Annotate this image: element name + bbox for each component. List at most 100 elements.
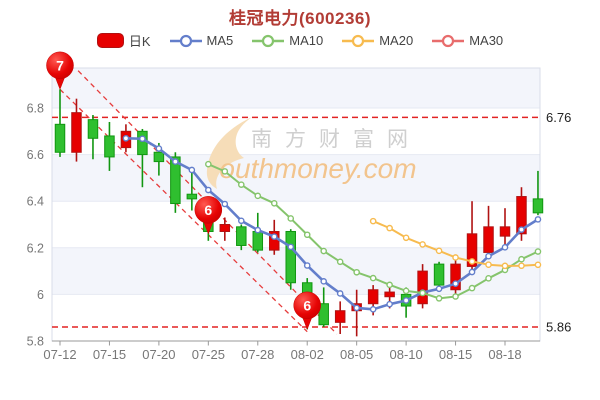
ma-legend-marker: [432, 34, 465, 47]
ma10-marker: [485, 275, 492, 282]
candle: [285, 229, 296, 290]
legend-item-MA20[interactable]: MA20: [342, 33, 413, 48]
ma5-marker: [205, 186, 212, 194]
ma-legend-marker: [252, 34, 285, 47]
candle: [219, 217, 231, 241]
ma10-marker: [336, 258, 344, 266]
candle-body: [87, 119, 99, 139]
ma10-marker: [205, 160, 212, 168]
ma20-marker: [419, 241, 426, 248]
grid-stripe: [52, 68, 540, 108]
ma5-marker: [303, 262, 311, 269]
candle: [54, 89, 66, 157]
x-axis-tick-label: 08-15: [439, 347, 472, 362]
x-axis-tick-label: 08-18: [488, 347, 521, 362]
ma10-marker: [221, 168, 229, 175]
ma5-marker: [452, 280, 459, 287]
ma20-line: [369, 217, 542, 270]
x-axis-tick-label: 07-20: [142, 347, 175, 362]
legend-label: MA5: [206, 33, 234, 48]
candle-body: [417, 270, 428, 305]
candle-body: [219, 224, 231, 232]
candle-body: [367, 289, 379, 305]
marker-label: 6: [303, 297, 311, 313]
ma10-marker: [287, 215, 295, 222]
signal-marker-7: 7: [46, 51, 74, 91]
candle-body: [532, 198, 544, 214]
ma20-marker: [534, 261, 542, 269]
y-axis-tick-label: 6.6: [27, 148, 44, 162]
ma10-marker: [320, 247, 328, 255]
marker-bubble: [46, 51, 74, 80]
x-axis-tick-label: 08-02: [291, 347, 324, 362]
signal-marker-6: 6: [194, 196, 223, 235]
ma5-line: [122, 134, 542, 313]
candle: [186, 168, 198, 211]
ma10-marker: [452, 293, 459, 300]
ma10-marker: [369, 274, 377, 282]
ma5-marker: [501, 244, 509, 251]
candle-legend-swatch: [96, 33, 124, 48]
ma10-marker: [303, 231, 311, 239]
ma10-marker: [534, 248, 542, 255]
candle: [334, 301, 346, 335]
ma20-marker: [518, 262, 525, 270]
legend-item-MA30[interactable]: MA30: [432, 33, 503, 48]
candle-body: [384, 291, 395, 298]
legend-label: MA30: [469, 33, 504, 48]
legend-item-日K[interactable]: 日K: [96, 31, 151, 50]
ma5-marker: [254, 226, 262, 234]
ma20-marker: [386, 224, 393, 232]
ma5-marker: [353, 304, 360, 312]
candle: [532, 170, 544, 216]
watermark: 南方财富网 outhmoney.com: [206, 117, 417, 189]
watermark-text-en: outhmoney.com: [219, 153, 416, 184]
candle: [318, 287, 329, 328]
grid-stripe: [52, 154, 540, 202]
ma5-marker: [369, 306, 377, 313]
candle: [433, 261, 445, 290]
candle-body: [186, 193, 198, 200]
watermark-swoosh-icon: [206, 117, 252, 189]
candle-body: [483, 226, 494, 253]
ma10-marker: [254, 192, 262, 200]
legend-item-MA10[interactable]: MA10: [252, 33, 323, 48]
candle-body: [137, 130, 148, 156]
ma5-marker: [534, 216, 542, 223]
candle-body: [54, 123, 66, 153]
ma5-marker: [237, 217, 245, 225]
candle-body: [236, 226, 247, 246]
ma20-marker: [501, 262, 509, 270]
ma20-marker: [369, 217, 377, 225]
x-axis-tick-label: 07-25: [192, 347, 225, 362]
marker-label: 6: [204, 202, 212, 218]
candle-body: [170, 156, 181, 205]
candle-body: [499, 226, 511, 237]
ma5-marker: [435, 285, 443, 293]
ma20-marker: [485, 261, 492, 268]
candle: [351, 289, 362, 337]
ma10-marker: [353, 268, 360, 276]
ref-line-label-lower: 5.86: [546, 320, 571, 335]
ma5-marker: [270, 233, 278, 240]
candle: [417, 264, 428, 309]
x-axis-tick-label: 08-10: [389, 347, 422, 362]
ma5-marker: [155, 145, 163, 152]
signal-marker-6: 6: [293, 291, 321, 331]
ma10-marker: [435, 295, 443, 302]
x-axis-tick-label: 07-28: [241, 347, 274, 362]
ma5-marker: [221, 200, 229, 208]
ma20-marker: [468, 258, 476, 265]
candle: [71, 98, 82, 162]
candle-body: [466, 233, 478, 267]
series-layer: 6.76 5.86: [52, 70, 571, 337]
ma10-marker: [270, 199, 278, 207]
ma-legend-marker: [169, 34, 202, 47]
ma20-marker: [402, 234, 410, 242]
ma-legend-marker: [342, 34, 375, 47]
legend-item-MA5[interactable]: MA5: [169, 33, 234, 48]
candle: [236, 224, 247, 251]
x-axis-tick-label: 07-12: [43, 347, 76, 362]
x-axis-tick-label: 08-05: [340, 347, 373, 362]
candle-body: [433, 263, 445, 286]
